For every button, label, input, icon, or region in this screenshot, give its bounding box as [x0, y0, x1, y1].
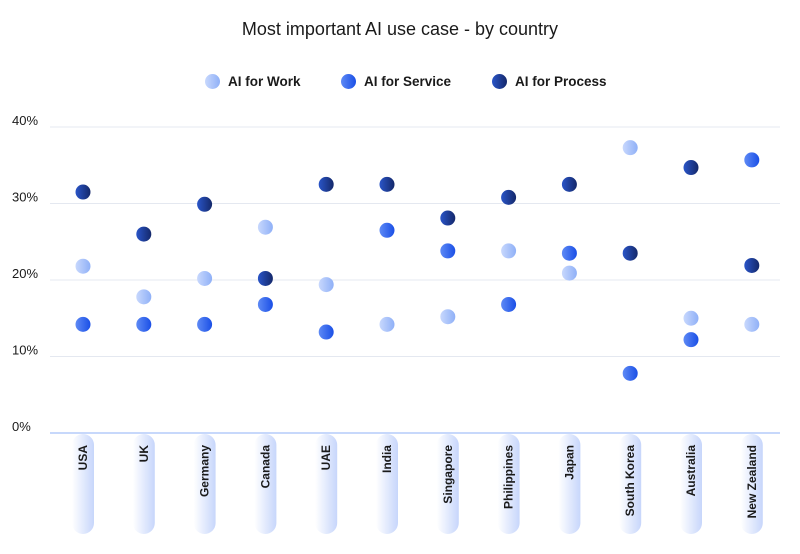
legend-item-service: AI for Service: [341, 74, 451, 89]
data-point: [318, 176, 334, 192]
chart-title: Most important AI use case - by country: [241, 19, 559, 39]
category-pill: [315, 434, 338, 534]
data-point: [197, 196, 213, 212]
y-axis-ticks: 0% 10% 20% 30% 40%: [12, 113, 38, 434]
data-point: [318, 277, 334, 293]
data-point: [197, 316, 213, 332]
legend-label-work: AI for Work: [228, 74, 301, 89]
data-point: [561, 176, 577, 192]
x-tick-label: Germany: [198, 445, 212, 497]
data-point: [622, 365, 638, 381]
data-point: [744, 152, 760, 168]
data-point: [257, 219, 273, 235]
data-point: [440, 210, 456, 226]
data-point: [440, 309, 456, 325]
x-tick-label: UK: [137, 445, 151, 463]
legend-item-work: AI for Work: [205, 74, 301, 89]
x-tick-label: India: [380, 445, 394, 473]
data-point: [136, 316, 152, 332]
x-tick-label: Japan: [562, 445, 576, 480]
category-pill: [619, 434, 642, 534]
data-point: [501, 296, 517, 312]
data-point: [501, 243, 517, 259]
data-point: [257, 270, 273, 286]
legend-label-service: AI for Service: [364, 74, 452, 89]
data-point: [561, 245, 577, 261]
category-pill: [72, 434, 94, 534]
x-axis-labels: USA UK Germany Canada UAE India Singapore Phili…: [76, 445, 759, 519]
data-point: [744, 257, 760, 273]
data-point: [379, 222, 395, 238]
y-tick-label: 40%: [12, 113, 38, 128]
y-tick-label: 30%: [12, 190, 38, 205]
x-tick-label: New Zealand: [745, 445, 759, 518]
data-point: [622, 245, 638, 261]
x-tick-label: USA: [76, 445, 90, 471]
data-point: [561, 265, 577, 281]
data-point: [622, 140, 638, 156]
category-pill: [376, 434, 398, 534]
category-pill: [193, 434, 216, 534]
data-point: [744, 316, 760, 332]
category-pill: [680, 434, 702, 534]
category-pill: [254, 434, 277, 534]
x-tick-label: UAE: [319, 445, 333, 470]
data-point: [379, 316, 395, 332]
data-point: [379, 176, 395, 192]
data-point: [136, 289, 152, 305]
data-point: [75, 316, 91, 332]
data-point: [257, 296, 273, 312]
x-tick-label: Philippines: [502, 445, 516, 509]
data-point: [318, 324, 334, 340]
category-pill: [558, 434, 581, 534]
category-pill: [497, 434, 520, 534]
legend-label-process: AI for Process: [515, 74, 607, 89]
y-tick-label: 10%: [12, 343, 38, 358]
gridlines: [50, 126, 780, 434]
data-point: [75, 184, 91, 200]
x-tick-label: Singapore: [441, 445, 455, 504]
data-points: [75, 140, 760, 381]
data-point: [501, 189, 517, 205]
legend-marker-process: [492, 74, 507, 89]
legend-item-process: AI for Process: [492, 74, 607, 89]
data-point: [75, 258, 91, 274]
category-pill: [132, 434, 155, 534]
y-tick-label: 20%: [12, 266, 38, 281]
x-tick-label: Canada: [258, 445, 272, 489]
data-point: [197, 270, 213, 286]
data-point: [683, 160, 699, 176]
category-pills: [72, 434, 763, 534]
category-pill: [436, 434, 459, 534]
data-point: [440, 243, 456, 259]
y-tick-label: 0%: [12, 419, 31, 434]
category-pill: [740, 434, 763, 534]
data-point: [683, 332, 699, 348]
legend-marker-work: [205, 74, 220, 89]
legend: AI for Work AI for Service AI for Proces…: [0, 74, 800, 98]
data-point: [683, 310, 699, 326]
data-point: [136, 226, 152, 242]
x-tick-label: South Korea: [623, 445, 637, 517]
x-tick-label: Australia: [684, 445, 698, 497]
legend-marker-service: [341, 74, 356, 89]
